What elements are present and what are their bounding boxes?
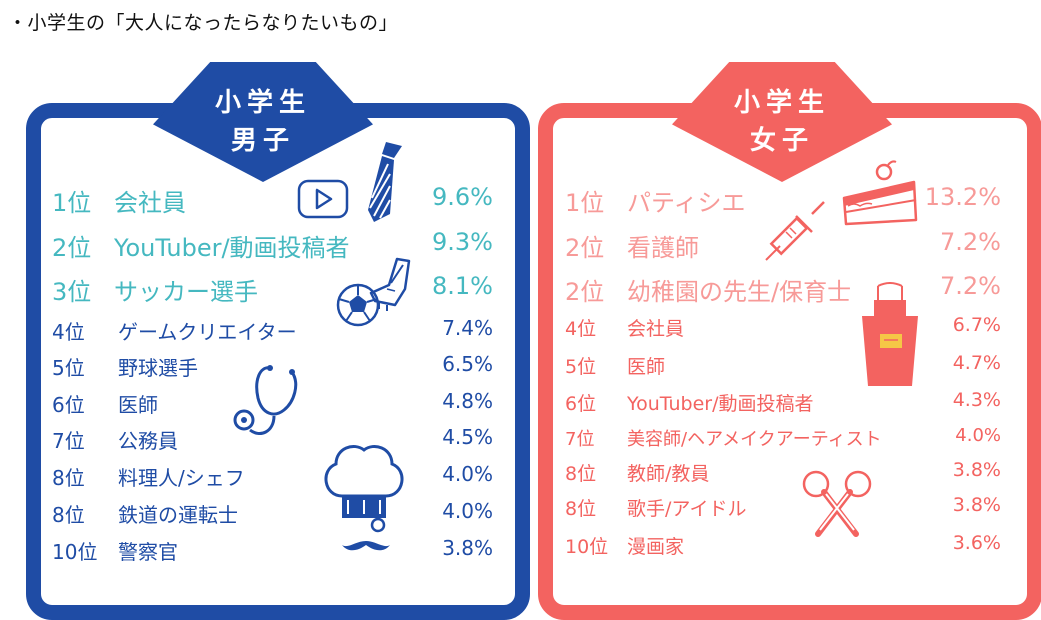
percentage-value: 4.5% xyxy=(442,425,493,449)
girls-rank-row: 6位 YouTuber/動画投稿者 xyxy=(565,389,813,416)
rank-label: 5位 xyxy=(565,356,597,378)
percentage-value: 9.6% xyxy=(432,183,493,211)
percentage-value: 4.7% xyxy=(952,352,1001,374)
percentage-value: 3.6% xyxy=(952,532,1001,554)
cake-slice-icon xyxy=(842,160,918,226)
percentage-value: 4.3% xyxy=(952,389,1001,411)
play-button-icon xyxy=(297,179,349,219)
chef-hat-icon xyxy=(324,445,404,518)
rank-label: 10位 xyxy=(52,540,98,564)
boys-rank-row: 8位 鉄道の運転士 xyxy=(52,499,238,528)
occupation-name: 医師 xyxy=(118,393,158,417)
syringe-icon xyxy=(765,201,825,261)
rank-label: 4位 xyxy=(565,318,597,340)
occupation-name: ゲームクリエイター xyxy=(118,320,297,344)
boys-rank-row: 10位 警察官 xyxy=(52,536,178,565)
occupation-name: 看護師 xyxy=(627,234,699,262)
occupation-name: 警察官 xyxy=(118,540,178,564)
boys-ranking-card xyxy=(26,103,530,620)
occupation-name: 公務員 xyxy=(118,429,178,453)
occupation-name: 漫画家 xyxy=(627,536,685,558)
girls-rank-row: 7位 美容師/ヘアメイクアーティスト xyxy=(565,425,882,451)
girls-rank-row: 5位 医師 xyxy=(565,352,665,379)
occupation-name: 医師 xyxy=(627,356,666,378)
girls-rank-row: 2位 看護師 xyxy=(565,228,699,263)
rank-label: 7位 xyxy=(565,429,595,450)
rank-label: 6位 xyxy=(565,393,597,415)
girls-rank-row: 4位 会社員 xyxy=(565,314,684,341)
occupation-name: 会社員 xyxy=(114,189,186,217)
stethoscope-icon xyxy=(233,365,298,435)
boys-header-line2: 男子 xyxy=(230,126,295,156)
girls-header-line2: 女子 xyxy=(749,126,814,156)
percentage-value: 3.8% xyxy=(442,536,493,560)
mustache-icon xyxy=(342,517,390,551)
rank-label: 8位 xyxy=(52,503,85,527)
girls-ranking-card xyxy=(538,103,1041,620)
apron-icon xyxy=(862,282,918,386)
percentage-value: 7.2% xyxy=(940,272,1001,300)
occupation-name: 歌手/アイドル xyxy=(627,498,747,520)
boys-rank-row: 7位 公務員 xyxy=(52,425,178,454)
percentage-value: 3.8% xyxy=(952,494,1001,516)
girls-rank-row: 1位 パティシエ xyxy=(565,183,746,218)
rank-label: 4位 xyxy=(52,320,85,344)
rank-label: 1位 xyxy=(565,189,605,217)
percentage-value: 6.5% xyxy=(442,352,493,376)
rank-label: 2位 xyxy=(565,234,605,262)
percentage-value: 3.8% xyxy=(952,459,1001,481)
rank-label: 3位 xyxy=(52,278,92,306)
boys-rank-row: 4位 ゲームクリエイター xyxy=(52,316,297,345)
boys-rank-row: 6位 医師 xyxy=(52,389,158,418)
percentage-value: 13.2% xyxy=(924,183,1001,211)
rank-label: 10位 xyxy=(565,536,609,558)
rank-label: 8位 xyxy=(565,463,597,485)
boys-rank-row: 8位 料理人/シェフ xyxy=(52,462,245,491)
page-title: ・小学生の「大人になったらなりたいもの」 xyxy=(8,12,399,34)
percentage-value: 6.7% xyxy=(952,314,1001,336)
cleats-icon xyxy=(369,257,411,311)
percentage-value: 4.0% xyxy=(442,499,493,523)
girls-header-line1: 小学生 xyxy=(733,88,830,118)
occupation-name: パティシエ xyxy=(627,189,746,217)
boys-rank-row: 3位 サッカー選手 xyxy=(52,272,258,307)
percentage-value: 7.4% xyxy=(442,316,493,340)
occupation-name: サッカー選手 xyxy=(114,278,258,306)
boys-rank-row: 2位 YouTuber/動画投稿者 xyxy=(52,228,350,263)
rank-label: 1位 xyxy=(52,189,92,217)
percentage-value: 7.2% xyxy=(940,228,1001,256)
rank-label: 5位 xyxy=(52,356,85,380)
rank-label: 2位 xyxy=(565,278,605,306)
percentage-value: 4.8% xyxy=(442,389,493,413)
occupation-name: 美容師/ヘアメイクアーティスト xyxy=(627,429,882,450)
occupation-name: 教師/教員 xyxy=(627,463,710,485)
rank-label: 8位 xyxy=(565,498,597,520)
rank-label: 6位 xyxy=(52,393,85,417)
girls-rank-row: 10位 漫画家 xyxy=(565,532,684,559)
girls-rank-row: 8位 教師/教員 xyxy=(565,459,709,486)
occupation-name: 幼稚園の先生/保育士 xyxy=(627,278,852,306)
occupation-name: 野球選手 xyxy=(118,356,198,380)
microphones-icon xyxy=(802,470,872,537)
occupation-name: YouTuber/動画投稿者 xyxy=(114,234,350,262)
occupation-name: 会社員 xyxy=(627,318,685,340)
percentage-value: 9.3% xyxy=(432,228,493,256)
occupation-name: YouTuber/動画投稿者 xyxy=(627,393,814,415)
rank-label: 2位 xyxy=(52,234,92,262)
boys-rank-row: 5位 野球選手 xyxy=(52,352,198,381)
percentage-value: 4.0% xyxy=(442,462,493,486)
boys-rank-row: 1位 会社員 xyxy=(52,183,186,218)
occupation-name: 料理人/シェフ xyxy=(118,466,245,490)
necktie-icon xyxy=(368,142,402,222)
rank-label: 8位 xyxy=(52,466,85,490)
girls-rank-row: 2位 幼稚園の先生/保育士 xyxy=(565,272,851,307)
occupation-name: 鉄道の運転士 xyxy=(118,503,238,527)
girls-rank-row: 8位 歌手/アイドル xyxy=(565,494,746,521)
boys-header-line1: 小学生 xyxy=(214,88,311,118)
percentage-value: 8.1% xyxy=(432,272,493,300)
percentage-value: 4.0% xyxy=(955,425,1001,446)
rank-label: 7位 xyxy=(52,429,85,453)
